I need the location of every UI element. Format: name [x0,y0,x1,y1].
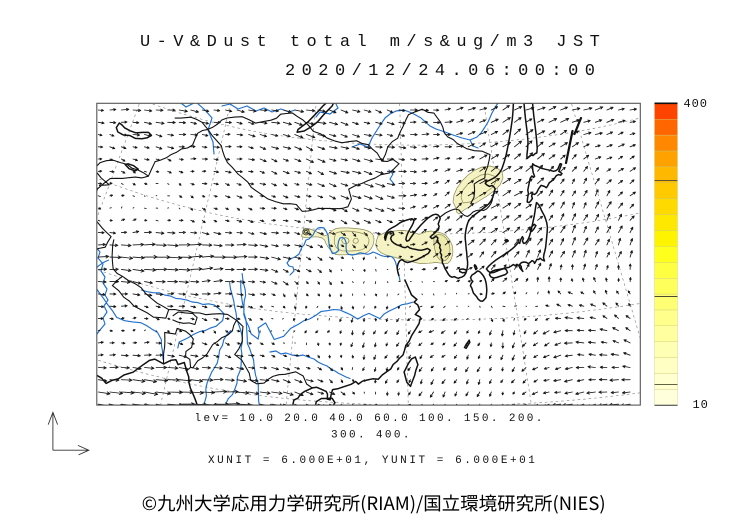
svg-text:300. 400.: 300. 400. [331,430,412,442]
svg-text:2020/12/24.06:00:00: 2020/12/24.06:00:00 [285,62,601,81]
svg-text:lev= 10.0 20.0 40.0 60.0 100.: lev= 10.0 20.0 40.0 60.0 100. 150. 200. [195,413,545,425]
svg-text:400: 400 [684,97,708,111]
svg-text:10: 10 [693,398,709,412]
svg-text:U-V&Dust total m/s&ug/m3 JST: U-V&Dust total m/s&ug/m3 JST [140,33,606,52]
svg-text:XUNIT = 6.000E+01, YUNIT = 6.0: XUNIT = 6.000E+01, YUNIT = 6.000E+01 [208,455,537,467]
